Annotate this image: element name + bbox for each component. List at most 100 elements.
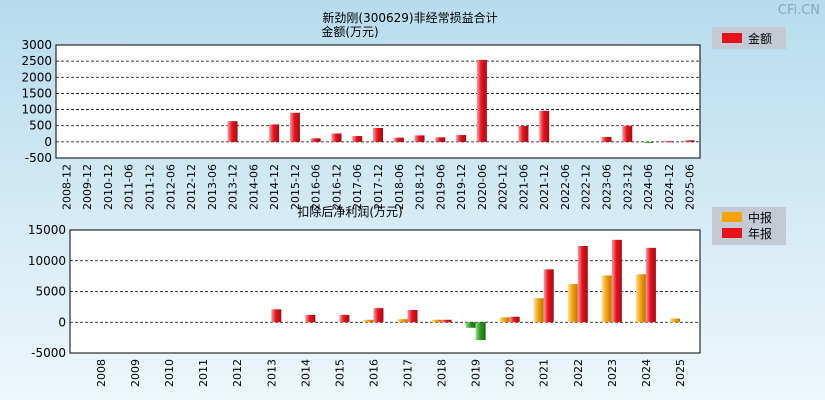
- chart1-xtick-label: 2021-12: [538, 164, 551, 210]
- chart2-xtick-label: 2011: [197, 359, 210, 387]
- chart1-xtick-label: 2012-06: [164, 164, 177, 210]
- legend-swatch-interim: [722, 212, 742, 222]
- chart1-bar-2018-12: [414, 135, 425, 142]
- chart2-bar-annual-2022: [577, 245, 588, 323]
- chart1-xtick-label: 2011-06: [123, 164, 136, 210]
- chart1-xtick-label: 2016-12: [330, 164, 343, 210]
- chart1-xtick-label: 2016-06: [310, 164, 323, 210]
- chart2-bar-interim-2017: [397, 319, 408, 323]
- chart1-bar-2015-12: [289, 112, 300, 142]
- chart2-xtick-label: 2009: [129, 359, 142, 387]
- chart2-bar-annual-2015: [339, 314, 350, 323]
- chart1-xtick-label: 2017-12: [372, 164, 385, 210]
- chart2-ytick-label: 10000: [28, 254, 66, 268]
- chart2-ytick-label: -5000: [31, 346, 66, 360]
- chart1-ytick-label: 0: [44, 135, 52, 149]
- chart-net-profit: 扣除后净利润(万元) 15000 10000 5000 0 -5000 2008 2009…: [28, 204, 786, 387]
- chart1-xtick-label: 2019-06: [434, 164, 447, 210]
- chart1-bar-2024-12: [663, 141, 674, 143]
- chart1-bar-2017-12: [373, 127, 383, 142]
- chart1-xtick-label: 2024-06: [642, 164, 655, 210]
- chart2-xtick-label: 2019: [470, 359, 483, 387]
- chart1-xtick-label: 2022-06: [559, 164, 572, 210]
- chart1-bar-2021-06: [518, 126, 529, 142]
- chart1-bar-2024-06: [643, 141, 654, 143]
- chart1-xtick-label: 2022-12: [580, 164, 593, 210]
- chart2-xtick-label: 2023: [606, 359, 619, 387]
- chart2-xtick-label: 2015: [333, 359, 346, 387]
- chart2-xtick-label: 2017: [402, 359, 415, 387]
- chart1-bar-2016-06: [310, 138, 321, 142]
- chart1-xtick-label: 2024-12: [663, 164, 676, 210]
- chart1-xtick-label: 2023-06: [601, 164, 614, 210]
- chart2-bar-interim-2024: [635, 274, 646, 323]
- chart2-bar-interim-2019: [465, 322, 476, 328]
- chart1-xtick-label: 2014-12: [268, 164, 281, 210]
- chart1-bar-2019-12: [456, 135, 467, 142]
- chart1-xtick-label: 2018-06: [393, 164, 406, 210]
- chart2-xtick-label: 2013: [265, 359, 278, 387]
- legend-swatch-amount: [722, 33, 742, 43]
- chart2-bar-interim-2020: [499, 317, 510, 323]
- chart2-xtick-label: 2010: [163, 359, 176, 387]
- chart2-xtick-label: 2016: [367, 359, 380, 387]
- chart1-xtick-label: 2009-12: [81, 164, 94, 210]
- chart1-xtick-label: 2018-12: [414, 164, 427, 210]
- chart1-bar-2013-12: [227, 121, 238, 142]
- chart1-bar-2018-06: [393, 137, 404, 142]
- chart2-xtick-label: 2022: [572, 359, 585, 387]
- chart1-title: 新劲刚(300629)非经常损益合计: [322, 10, 497, 25]
- chart2-ytick-label: 0: [58, 315, 66, 329]
- chart1-ytick-label: 500: [29, 119, 52, 133]
- chart2-bar-annual-2016: [373, 308, 384, 323]
- chart2-title: 扣除后净利润(万元): [297, 204, 402, 219]
- chart2-ytick-label: 5000: [35, 285, 66, 299]
- chart2-bar-interim-2018: [431, 319, 442, 323]
- chart1-ytick-label: 2000: [21, 70, 52, 84]
- watermark: CFi.CN: [778, 3, 820, 18]
- chart1-xtick-label: 2025-06: [684, 164, 697, 210]
- chart2-xtick-label: 2021: [538, 359, 551, 387]
- chart2-bar-interim-2016: [363, 319, 374, 323]
- chart2-bar-interim-2025: [669, 318, 680, 323]
- chart2-xtick-label: 2024: [640, 359, 653, 387]
- legend-swatch-annual: [722, 228, 742, 238]
- chart1-xtick-label: 2019-12: [455, 164, 468, 210]
- legend-label-annual: 年报: [748, 226, 772, 241]
- chart1-xtick-label: 2020-12: [497, 164, 510, 210]
- chart1-xtick-label: 2021-06: [517, 164, 530, 210]
- chart2-xtick-label: 2018: [436, 359, 449, 387]
- chart1-xtick-label: 2015-12: [289, 164, 302, 210]
- chart1-xtick-label: 2013-12: [227, 164, 240, 210]
- chart1-xtick-label: 2010-12: [102, 164, 115, 210]
- chart2-bar-annual-2018: [441, 319, 452, 323]
- chart1-xtick-label: 2020-06: [476, 164, 489, 210]
- chart2-xtick-label: 2020: [504, 359, 517, 387]
- chart1-ytick-label: 1500: [21, 86, 52, 100]
- legend-label-interim: 中报: [748, 210, 772, 225]
- chart1-bar-2019-06: [435, 137, 446, 142]
- chart2-bar-interim-2023: [601, 275, 612, 323]
- chart2-bar-annual-2020: [509, 316, 520, 323]
- chart1-bar-2025-06: [684, 140, 695, 142]
- legend-label-amount: 金额: [748, 31, 772, 46]
- chart2-xtick-label: 2014: [299, 359, 312, 387]
- chart2-bar-annual-2014: [305, 314, 316, 323]
- chart1-ytick-label: 2500: [21, 54, 52, 68]
- chart2-bar-annual-2021: [543, 269, 554, 323]
- chart1-ytick-label: 1000: [21, 103, 52, 117]
- chart2-xtick-label: 2008: [95, 359, 108, 387]
- chart1-bar-2016-12: [331, 133, 342, 142]
- chart1-legend: 金额: [712, 27, 786, 49]
- chart1-bar-2023-06: [601, 137, 612, 142]
- chart1-bar-2014-12: [269, 124, 280, 142]
- chart-nonrecurring: 新劲刚(300629)非经常损益合计 金额(万元) 3000 2500 2000 15…: [21, 10, 786, 210]
- chart2-bar-annual-2017: [407, 309, 418, 323]
- chart2-ytick-label: 15000: [28, 223, 66, 237]
- chart2-bar-annual-2024: [645, 247, 656, 323]
- chart1-ytick-label: 3000: [21, 38, 52, 52]
- chart1-bar-2023-12: [622, 125, 633, 142]
- chart1-ylabel: 金额(万元): [321, 24, 378, 39]
- chart1-xtick-label: 2017-06: [351, 164, 364, 210]
